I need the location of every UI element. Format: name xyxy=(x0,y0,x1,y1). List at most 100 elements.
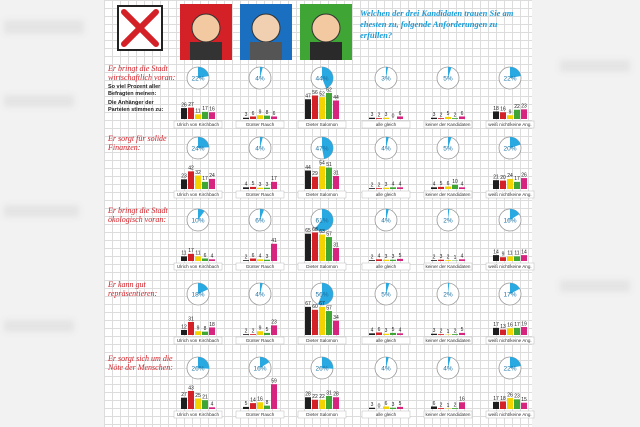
bar-value: 52 xyxy=(319,91,325,97)
pie-label: 22% xyxy=(503,76,516,83)
bar xyxy=(369,117,375,119)
column-label-box xyxy=(297,336,347,345)
bar xyxy=(195,256,201,261)
bar xyxy=(326,92,332,119)
bar xyxy=(250,334,256,335)
pie-label: 44% xyxy=(315,76,328,83)
pie-slice xyxy=(198,67,209,78)
bar-value: 2 xyxy=(245,254,248,260)
bar-value: 5 xyxy=(252,181,255,187)
bar-value: 2 xyxy=(371,254,374,260)
column-label-box xyxy=(485,410,535,419)
bar-value: 8 xyxy=(204,326,207,332)
bar-value: 5 xyxy=(399,253,402,259)
bar-value: 63 xyxy=(319,229,325,235)
bar-value: 6 xyxy=(461,111,464,117)
bar-value: 6 xyxy=(433,401,436,407)
bar-value: 4 xyxy=(461,254,464,260)
bar-value: 4 xyxy=(259,254,262,260)
pie-label: 22% xyxy=(503,366,516,373)
bar xyxy=(459,187,465,189)
bar xyxy=(500,329,506,335)
bar xyxy=(459,332,465,335)
pie-slice xyxy=(386,283,390,294)
bar xyxy=(445,116,451,119)
bar xyxy=(243,187,249,189)
column-label-box xyxy=(361,410,411,419)
bar xyxy=(243,260,249,261)
bar-value: 4 xyxy=(378,254,381,260)
pie-label: 5% xyxy=(443,76,453,83)
bar xyxy=(326,237,332,261)
column-label: keiner der Kandidaten xyxy=(426,192,471,197)
bar xyxy=(507,115,513,119)
bar-value: 3 xyxy=(245,112,248,118)
column-label-box xyxy=(361,262,411,271)
bar-value: 2 xyxy=(440,328,443,334)
pie-slice xyxy=(260,67,263,78)
bar xyxy=(181,329,187,335)
bar-value: 16 xyxy=(209,107,215,113)
bar xyxy=(500,257,506,261)
bar-value: 65 xyxy=(305,228,311,234)
bar-value: 3 xyxy=(392,254,395,260)
bar-value: 14 xyxy=(493,249,499,255)
column-label: alle gleich xyxy=(376,412,397,417)
pie-label: 3% xyxy=(381,76,391,83)
bar-value: 5 xyxy=(399,401,402,407)
bar-value: 14 xyxy=(250,397,256,403)
bar xyxy=(250,258,256,261)
bar xyxy=(397,116,403,119)
bar-value: 18 xyxy=(209,322,215,328)
bar-value: 6 xyxy=(447,181,450,187)
column-label: alle gleich xyxy=(376,264,397,269)
pie-slice xyxy=(448,137,452,148)
column-label-box xyxy=(297,190,347,199)
bar-value: 17 xyxy=(514,176,520,182)
pie-slice xyxy=(448,357,451,368)
bar-value: 21 xyxy=(493,175,499,181)
pie-slice xyxy=(510,283,520,294)
bar xyxy=(383,333,389,335)
column-label-box xyxy=(235,336,285,345)
bar-value: 6 xyxy=(204,253,207,259)
pie-slice xyxy=(314,209,334,231)
pie-label: 16% xyxy=(253,366,266,373)
bar xyxy=(312,95,318,119)
bar xyxy=(312,309,318,335)
bar-value: 26 xyxy=(507,392,513,398)
bar xyxy=(376,332,382,335)
pie-slice xyxy=(260,357,270,368)
bar xyxy=(452,184,458,189)
bar-value: 3 xyxy=(433,328,436,334)
pie-slice xyxy=(198,283,208,294)
bar xyxy=(257,115,263,119)
bar-value: 18 xyxy=(493,106,499,112)
pie-label: 4% xyxy=(255,76,265,83)
row-question: Er sorgt für solide Finanzen: xyxy=(108,134,167,152)
bar-value: 22 xyxy=(312,394,318,400)
bar-value: 6 xyxy=(378,327,381,333)
row-question: Er bringt die Stadt wirtschaftlich voran… xyxy=(108,64,176,82)
bar xyxy=(264,332,270,335)
pie-slice xyxy=(448,67,452,78)
bar xyxy=(257,187,263,189)
bar xyxy=(521,255,527,261)
column-label-box xyxy=(485,120,535,129)
column-label: Dieter Salomon xyxy=(306,122,338,127)
bar xyxy=(195,331,201,335)
bar-value: 4 xyxy=(211,402,214,408)
bar xyxy=(305,233,311,261)
bar-value: 6 xyxy=(252,253,255,259)
bar-value: 17 xyxy=(202,176,208,182)
bar-value: 11 xyxy=(514,251,519,257)
pie-label: 10% xyxy=(191,218,204,225)
bar-value: 16 xyxy=(459,397,465,403)
bar-value: 32 xyxy=(195,170,201,176)
bar-value: 6 xyxy=(399,111,402,117)
column-label: weiß nicht/keine Ang. xyxy=(488,264,531,269)
bar xyxy=(452,334,458,335)
bar xyxy=(319,399,325,409)
pie-label: 26% xyxy=(191,366,204,373)
